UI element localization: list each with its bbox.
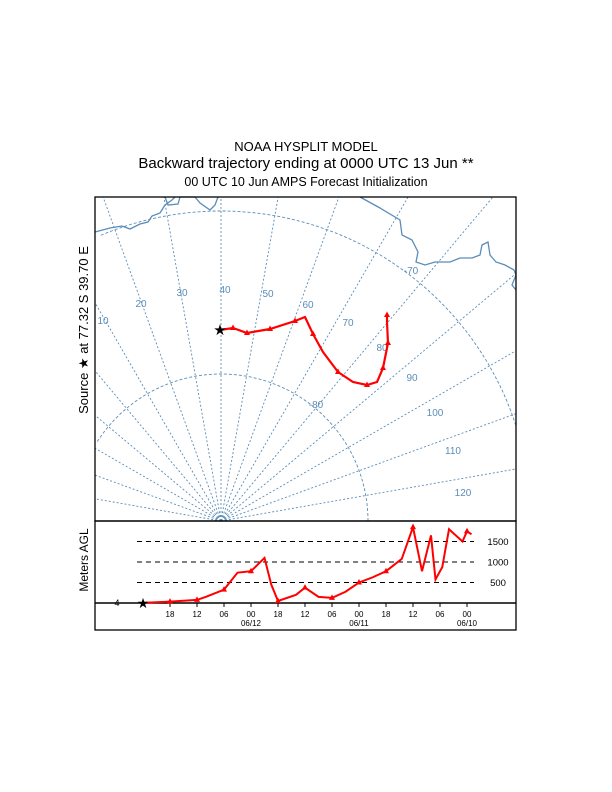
time-tick-label: 18 xyxy=(166,610,175,619)
time-tick-label: 18 xyxy=(274,610,283,619)
latitude-label: -70 xyxy=(404,266,419,277)
meridian-line xyxy=(94,370,222,522)
trajectory-marker xyxy=(230,324,236,330)
start-height-label: 4 xyxy=(114,598,119,608)
height-marker xyxy=(329,594,335,600)
time-tick-label: 18 xyxy=(382,610,391,619)
time-tick-label: 12 xyxy=(301,610,310,619)
height-marker xyxy=(221,586,227,592)
trajectory-marker xyxy=(384,311,390,317)
height-series xyxy=(142,523,473,604)
time-tick-label: 12 xyxy=(193,610,202,619)
height-marker xyxy=(302,584,308,590)
trajectory-marker xyxy=(267,325,273,331)
trajectory-subtitle: Backward trajectory ending at 0000 UTC 1… xyxy=(138,155,474,172)
trajectory-path xyxy=(219,315,390,387)
meridian-line xyxy=(220,196,409,522)
time-tick-label: 06 xyxy=(220,610,229,619)
meridian-line xyxy=(220,350,517,522)
time-tick-label: 00 xyxy=(355,610,364,619)
meridian-label: 40 xyxy=(219,285,231,296)
meridian-line xyxy=(220,413,517,522)
trajectory-marker xyxy=(292,317,298,323)
height-marker xyxy=(167,598,173,604)
meridian-label: 10 xyxy=(97,316,109,327)
meridian-label: 120 xyxy=(455,488,472,499)
initialization-info: 00 UTC 10 Jun AMPS Forecast Initializati… xyxy=(184,175,428,189)
meridian-label: 70 xyxy=(342,318,354,329)
trajectory-marker xyxy=(310,330,316,336)
meridian-label: 20 xyxy=(135,299,147,310)
height-marker xyxy=(275,597,281,603)
height-marker xyxy=(410,523,416,530)
trajectory-marker xyxy=(364,381,370,387)
meridian-line xyxy=(94,302,222,522)
height-tick-label: 1000 xyxy=(487,558,508,569)
latitude-circle xyxy=(95,373,369,521)
meridian-line xyxy=(94,414,222,522)
meridian-line xyxy=(220,196,494,522)
date-label: 06/11 xyxy=(349,619,369,628)
time-tick-label: 12 xyxy=(409,610,418,619)
map-labels: 10 20 30 40 50 60 70 80 90 100 110 120 -70 -80 xyxy=(97,266,471,499)
height-marker xyxy=(383,567,389,574)
trajectory-marker xyxy=(335,368,341,374)
height-tick-label: 500 xyxy=(490,578,506,589)
source-label: Source ★ at 77.32 S 39.70 E xyxy=(76,246,91,414)
date-label: 06/10 xyxy=(457,619,478,628)
meridian-label: 60 xyxy=(302,300,314,311)
height-marker xyxy=(248,567,254,574)
time-tick-label: 06 xyxy=(436,610,445,619)
meridian-line xyxy=(220,273,517,522)
coastline-east xyxy=(359,196,517,291)
meridian-line xyxy=(94,447,222,522)
latitude-label: -80 xyxy=(309,400,324,411)
height-source-star-icon: ★ xyxy=(137,595,150,611)
height-tick-label: 1500 xyxy=(487,537,508,548)
time-tick-label: 06 xyxy=(328,610,337,619)
height-ylabel: Meters AGL xyxy=(77,528,91,592)
trajectory-marker xyxy=(385,339,391,345)
meridian-label: 110 xyxy=(445,446,461,457)
height-marker xyxy=(464,527,470,534)
meridian-line xyxy=(94,498,222,522)
meridian-line xyxy=(102,196,222,522)
trajectory-marker xyxy=(380,364,386,370)
meridian-label: 80 xyxy=(376,343,388,354)
meridian-line xyxy=(220,196,279,522)
latitude-circle xyxy=(99,210,517,426)
source-star-icon: ★ xyxy=(213,322,226,339)
meridian-line xyxy=(163,196,222,522)
coastline-west xyxy=(94,196,176,233)
time-tick-label: 00 xyxy=(463,610,472,619)
meridian-label: 30 xyxy=(176,288,188,299)
meridian-line xyxy=(220,468,517,522)
date-label: 06/12 xyxy=(241,619,262,628)
meridian-label: 100 xyxy=(427,408,444,419)
map-grid xyxy=(94,196,517,522)
time-tick-label: 00 xyxy=(247,610,256,619)
trajectory-markers xyxy=(230,311,391,387)
height-marker xyxy=(356,579,362,585)
meridian-label: 50 xyxy=(262,289,274,300)
height-line xyxy=(142,523,473,604)
height-frame xyxy=(94,520,517,631)
trajectory-marker xyxy=(244,329,250,335)
meridian-line xyxy=(220,196,340,522)
height-marker xyxy=(194,596,200,602)
meridian-label: 90 xyxy=(406,373,418,384)
model-title: NOAA HYSPLIT MODEL xyxy=(234,139,378,154)
